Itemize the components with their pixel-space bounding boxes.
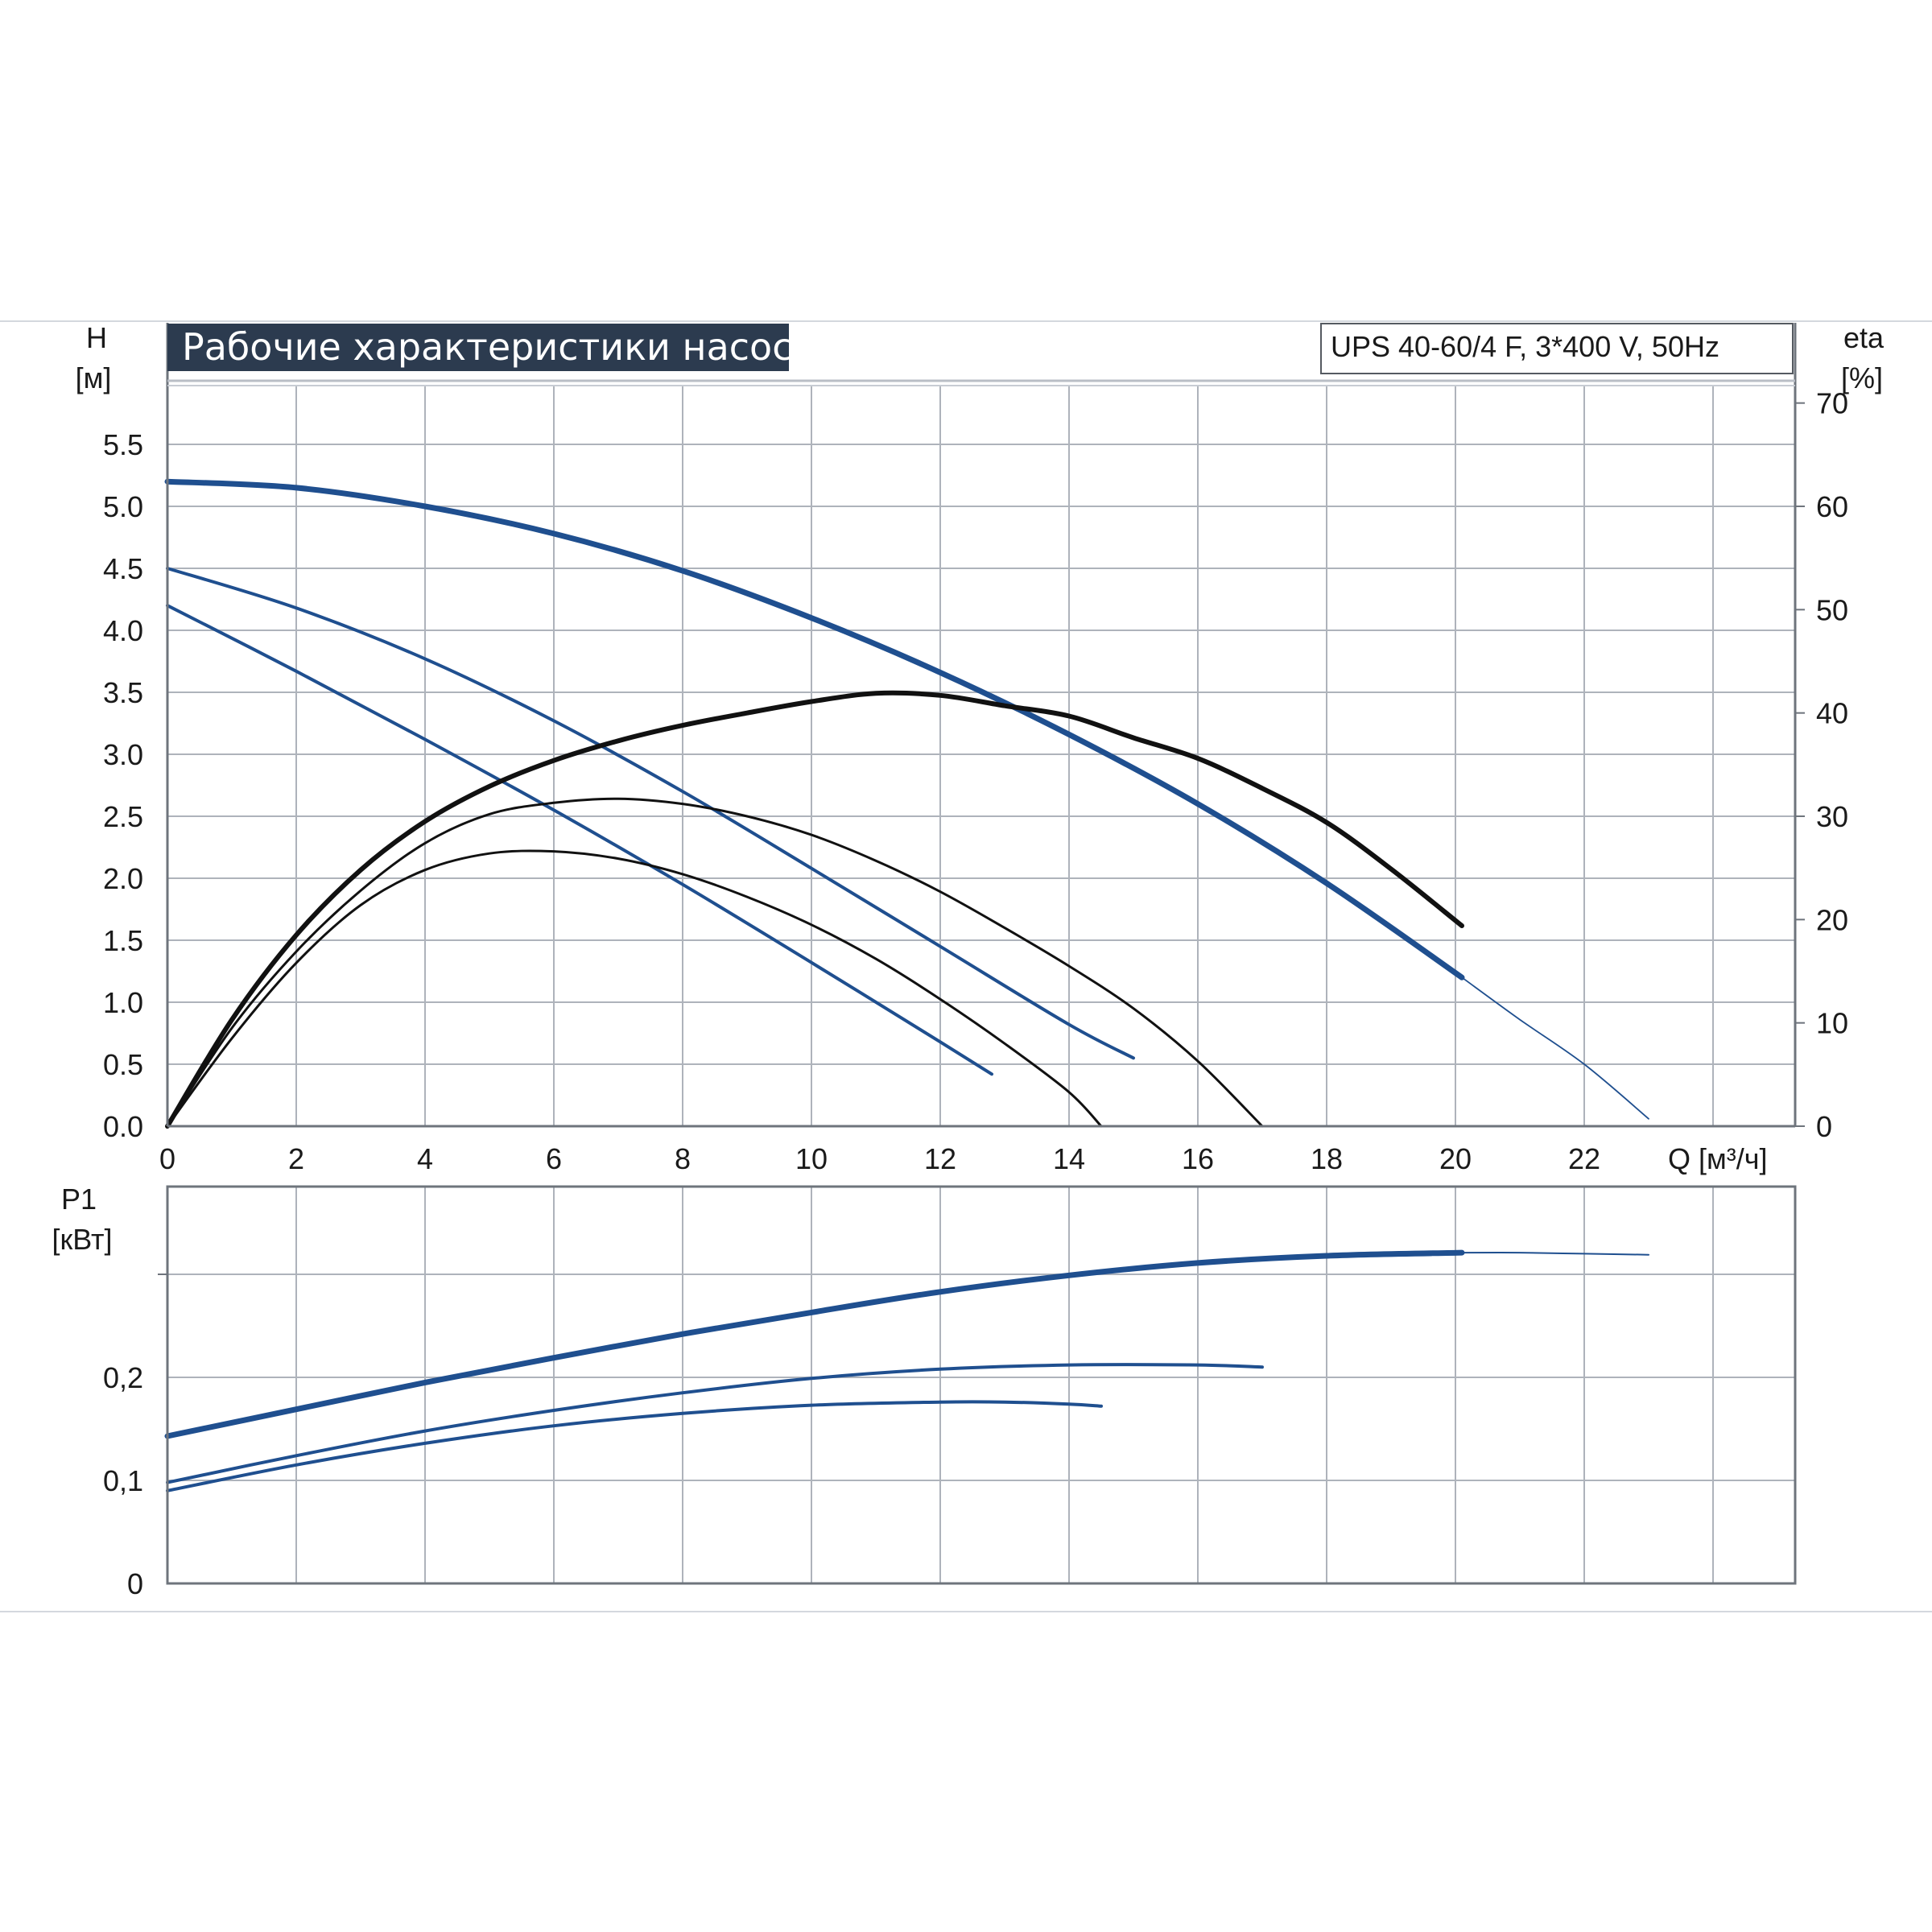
y2-tick-label: 60 xyxy=(1816,490,1848,523)
power-tick-label: 0,2 xyxy=(103,1361,143,1394)
head-efficiency-series xyxy=(164,478,1649,1129)
chart-title: Рабочие характеристики насоса xyxy=(182,325,815,369)
y-tick-label: 1.0 xyxy=(103,986,143,1019)
y2-tick-label: 10 xyxy=(1816,1007,1848,1040)
head-plot-area xyxy=(167,323,1795,1126)
head-curve xyxy=(164,478,1465,980)
y2-axis-unit: [%] xyxy=(1841,361,1883,394)
y2-tick-label: 70 xyxy=(1816,387,1848,420)
x-tick-label: 14 xyxy=(1053,1142,1085,1175)
x-tick-label: 12 xyxy=(924,1142,956,1175)
y-tick-label: 2.5 xyxy=(103,800,143,833)
head-curve xyxy=(166,567,1135,1060)
y-axis-label: H xyxy=(86,321,107,354)
y-tick-label: 5.5 xyxy=(103,428,143,461)
power-axis-unit: [кВт] xyxy=(52,1223,112,1256)
model-label: UPS 40-60/4 F, 3*400 V, 50Hz xyxy=(1331,330,1719,363)
power-tick-labels: 0 0,1 0,2 xyxy=(103,1274,167,1600)
x-tick-label: 0 xyxy=(159,1142,175,1175)
x-axis-label: Q [м³/ч] xyxy=(1668,1142,1768,1175)
y-tick-label: 5.0 xyxy=(103,490,143,523)
x-tick-label: 20 xyxy=(1439,1142,1472,1175)
x-tick-label: 16 xyxy=(1182,1142,1214,1175)
chart-title-box xyxy=(167,324,789,371)
x-tick-label: 18 xyxy=(1311,1142,1343,1175)
x-tick-label: 2 xyxy=(288,1142,304,1175)
y-tick-label: 0.5 xyxy=(103,1048,143,1081)
y-tick-label: 4.0 xyxy=(103,614,143,647)
power-curve xyxy=(166,1363,1264,1484)
y2-tick-label: 50 xyxy=(1816,593,1848,626)
power-panel: P1 [кВт] 0 0,1 0,2 xyxy=(52,1183,1797,1600)
y-tick-label: 1.5 xyxy=(103,924,143,957)
y-tick-label: 4.5 xyxy=(103,552,143,585)
y2-tick-label: 0 xyxy=(1816,1110,1832,1143)
power-series xyxy=(164,1249,1649,1492)
y-axis-unit: [м] xyxy=(76,361,112,394)
efficiency-curve xyxy=(166,797,1264,1128)
x-tick-label: 6 xyxy=(546,1142,562,1175)
y-tick-label: 3.5 xyxy=(103,676,143,709)
x-tick-label: 4 xyxy=(417,1142,433,1175)
head-curve xyxy=(166,604,993,1076)
y2-tick-label: 30 xyxy=(1816,800,1848,833)
x-tick-label: 22 xyxy=(1568,1142,1600,1175)
power-curve xyxy=(164,1249,1465,1439)
head-curve xyxy=(1461,976,1649,1120)
power-curve xyxy=(166,1400,1103,1492)
head-efficiency-panel: Рабочие характеристики насоса UPS 40-60/… xyxy=(76,321,1885,1175)
power-frame xyxy=(166,1185,1797,1585)
power-curve xyxy=(1461,1252,1649,1256)
head-tick-labels: 0 2 4 6 8 10 12 14 16 18 20 22 0.0 0.5 1.0 1.5 2.0 2.5 3.0… xyxy=(103,387,1848,1175)
x-tick-label: 10 xyxy=(795,1142,828,1175)
y2-tick-label: 40 xyxy=(1816,697,1848,730)
y-tick-label: 2.0 xyxy=(103,862,143,895)
efficiency-curve xyxy=(166,849,1103,1128)
head-grid xyxy=(167,386,1795,1126)
power-tick-label: 0,1 xyxy=(103,1464,143,1497)
y-tick-label: 3.0 xyxy=(103,738,143,771)
x-tick-label: 8 xyxy=(675,1142,691,1175)
power-axis-label: P1 xyxy=(61,1183,97,1216)
y2-axis-label: eta xyxy=(1843,321,1885,354)
power-tick-label: 0 xyxy=(127,1567,143,1600)
y-tick-label: 0.0 xyxy=(103,1110,143,1143)
efficiency-curve xyxy=(165,690,1464,1129)
model-label-box xyxy=(1320,323,1794,374)
y2-tick-label: 20 xyxy=(1816,903,1848,936)
